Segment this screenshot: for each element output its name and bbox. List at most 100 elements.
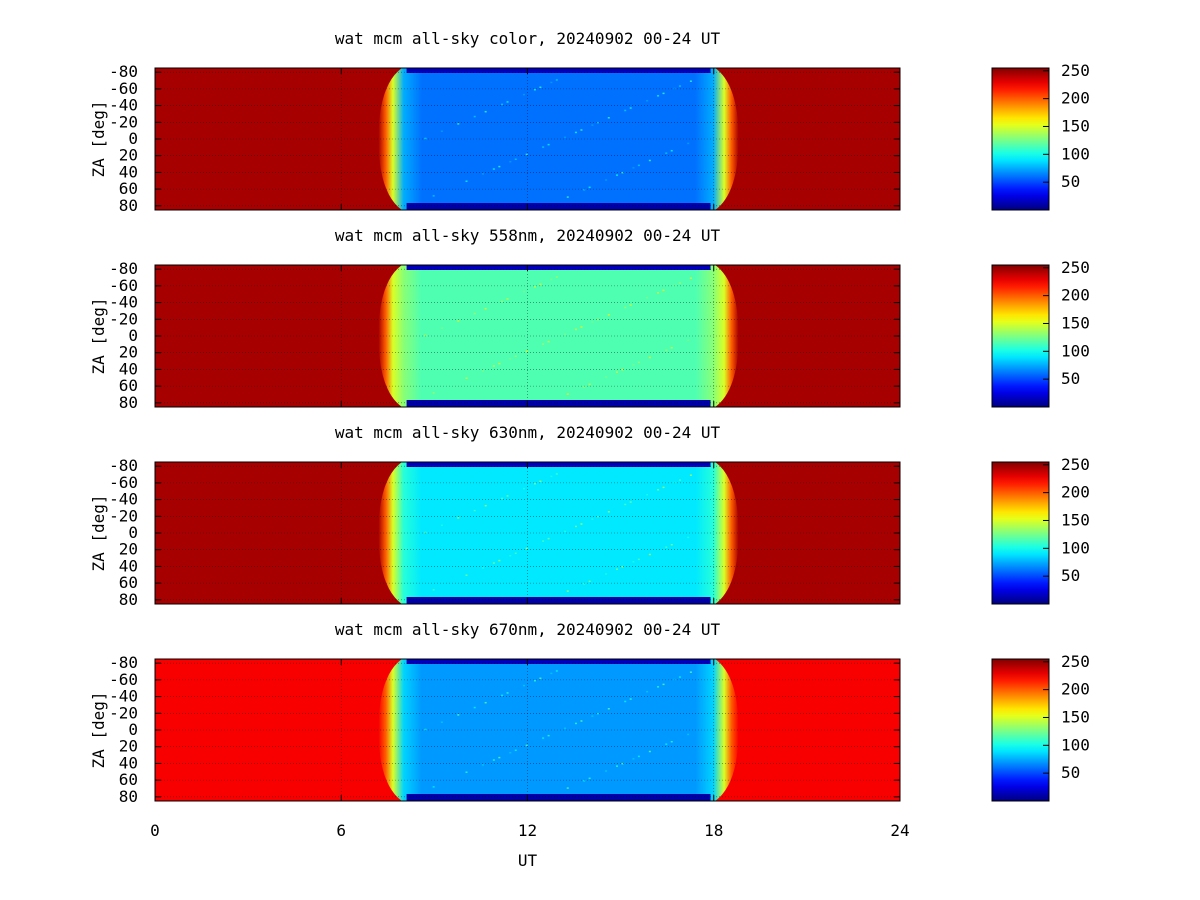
heatmap-horizon-bottom [406,597,711,604]
heatmap-speckle [673,678,676,681]
y-tick-label: 40 [119,359,138,378]
y-tick-label: -60 [109,79,138,98]
heatmap-speckle [522,487,525,490]
heatmap-speckle [632,561,635,563]
y-tick-label: 20 [119,146,138,165]
heatmap-speckle [583,386,586,388]
heatmap-speckle [665,743,668,745]
heatmap-speckle [605,573,608,575]
y-tick-label: 20 [119,737,138,756]
heatmap-speckle [449,384,452,387]
heatmap-speckle [501,300,504,303]
heatmap-dark-window [378,265,739,407]
keogram-panel: wat mcm all-sky 670nm, 20240902 00-24 UT… [89,620,1090,870]
y-tick-label: 20 [119,343,138,362]
heatmap-speckle [558,730,561,732]
heatmap-speckle [473,115,476,118]
heatmap-speckle [473,312,476,315]
heatmap-speckle [640,693,643,695]
heatmap-speckle [605,770,608,772]
heatmap-speckle [533,679,536,682]
y-axis-label: ZA [deg] [89,691,108,768]
heatmap-speckle [481,567,484,569]
heatmap-speckle [555,79,558,81]
heatmap-speckle [681,342,684,344]
heatmap-speckle [648,553,651,556]
heatmap-speckle [678,676,681,678]
heatmap-speckle [522,684,525,687]
heatmap-speckle [665,152,668,154]
y-tick-label: 0 [128,129,138,148]
heatmap-speckle [498,756,501,759]
heatmap-speckle [506,298,509,300]
heatmap-speckle [599,772,602,775]
y-tick-label: 0 [128,523,138,542]
heatmap-speckle [670,149,673,152]
heatmap-speckle [533,88,536,91]
heatmap-horizon-bottom [406,203,711,210]
heatmap-speckle [432,786,435,788]
heatmap-speckle [574,328,577,331]
heatmap-speckle [421,78,424,80]
panel-title: wat mcm all-sky color, 20240902 00-24 UT [335,29,721,48]
heatmap-speckle [531,151,534,153]
heatmap-speckle [498,362,501,365]
heatmap-speckle [689,277,692,279]
heatmap-speckle [689,671,692,673]
heatmap-speckle [654,748,657,750]
heatmap-speckle [580,523,583,525]
heatmap-speckle [531,348,534,350]
heatmap-speckle [558,139,561,141]
heatmap-speckle [490,699,493,701]
heatmap-speckle [555,473,558,475]
heatmap-speckle [624,109,627,112]
heatmap-speckle [588,186,591,189]
heatmap-speckle [440,327,443,329]
heatmap-speckle [558,336,561,338]
heatmap-speckle [621,565,624,568]
heatmap-speckle [629,501,632,503]
y-tick-label: -40 [109,96,138,115]
heatmap-speckle [547,340,550,343]
heatmap-speckle [654,354,657,356]
heatmap-speckle [583,189,586,191]
heatmap-speckle [566,787,569,789]
heatmap-speckle [566,196,569,198]
y-tick-label: 20 [119,540,138,559]
heatmap-speckle [522,93,525,96]
heatmap-speckle [637,558,640,561]
heatmap-speckle [629,698,632,700]
heatmap-speckle [547,734,550,737]
colorbar-tick-label: 250 [1061,61,1090,80]
heatmap-speckle [465,377,468,379]
colorbar-tick-label: 200 [1061,286,1090,305]
y-tick-label: -40 [109,490,138,509]
heatmap-dark-window [378,462,739,604]
heatmap-speckle [558,533,561,535]
heatmap-speckle [457,320,460,322]
heatmap-speckle [673,481,676,484]
heatmap-speckle [547,537,550,540]
heatmap-speckle [654,551,657,553]
heatmap-speckle [566,590,569,592]
heatmap-speckle [564,727,567,730]
heatmap-speckle [613,114,616,117]
heatmap-speckle [481,764,484,766]
heatmap-speckle [646,493,649,496]
y-tick-label: 80 [119,196,138,215]
heatmap-speckle [542,737,545,739]
heatmap-speckle [465,771,468,773]
heatmap-speckle [605,179,608,181]
heatmap-speckle [637,755,640,758]
heatmap-speckle [531,545,534,547]
heatmap-speckle [492,562,495,564]
heatmap-speckle [648,356,651,359]
heatmap-speckle [662,289,665,292]
heatmap-speckle [572,587,575,590]
heatmap-speckle [583,583,586,585]
heatmap-speckle [591,715,594,717]
heatmap-speckle [665,349,668,351]
heatmap-speckle [547,143,550,146]
heatmap-speckle [525,744,528,747]
colorbar-tick-label: 50 [1061,566,1080,585]
